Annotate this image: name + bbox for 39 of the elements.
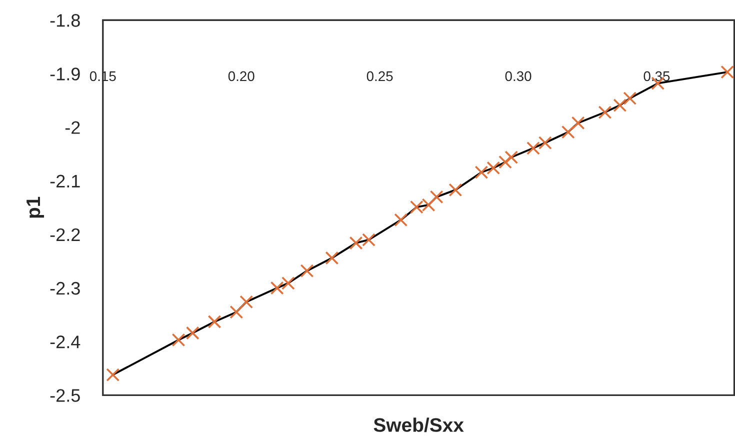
point [240,295,254,309]
point [613,98,627,112]
point [106,368,120,382]
point [623,92,637,106]
y-axis-title: p1 [26,196,44,218]
point [300,264,314,278]
y-tick-label: -1.8 [50,14,80,27]
x-tick-label: 0.35 [644,71,670,82]
y-tick-label: -2.4 [50,336,80,348]
y-tick-label: -2.5 [50,389,80,402]
point [526,141,540,155]
point [561,125,575,139]
y-tick-label: -2.3 [50,282,80,295]
point [474,166,488,179]
point [270,281,284,295]
point [448,183,462,197]
point [498,155,512,169]
x-tick-label: 0.20 [228,71,254,82]
point [208,315,222,328]
x-tick-label: 0.30 [505,71,532,82]
y-tick-label: -1.9 [50,68,80,80]
point [325,251,339,265]
point [598,106,612,119]
point [538,136,552,150]
point [430,190,444,204]
point [486,161,500,175]
point [186,326,200,340]
x-tick-label: 0.25 [366,71,393,82]
point [394,213,408,227]
y-tick-label: -2.1 [50,174,80,188]
point [571,116,585,130]
y-tick-label: -2.2 [50,228,80,241]
y-tick-label: -2 [65,121,80,134]
point [172,333,186,347]
x-axis-title: Sweb/Sxx [374,418,464,432]
point [230,305,244,319]
point [281,276,295,290]
point [720,65,734,79]
point [504,150,518,164]
